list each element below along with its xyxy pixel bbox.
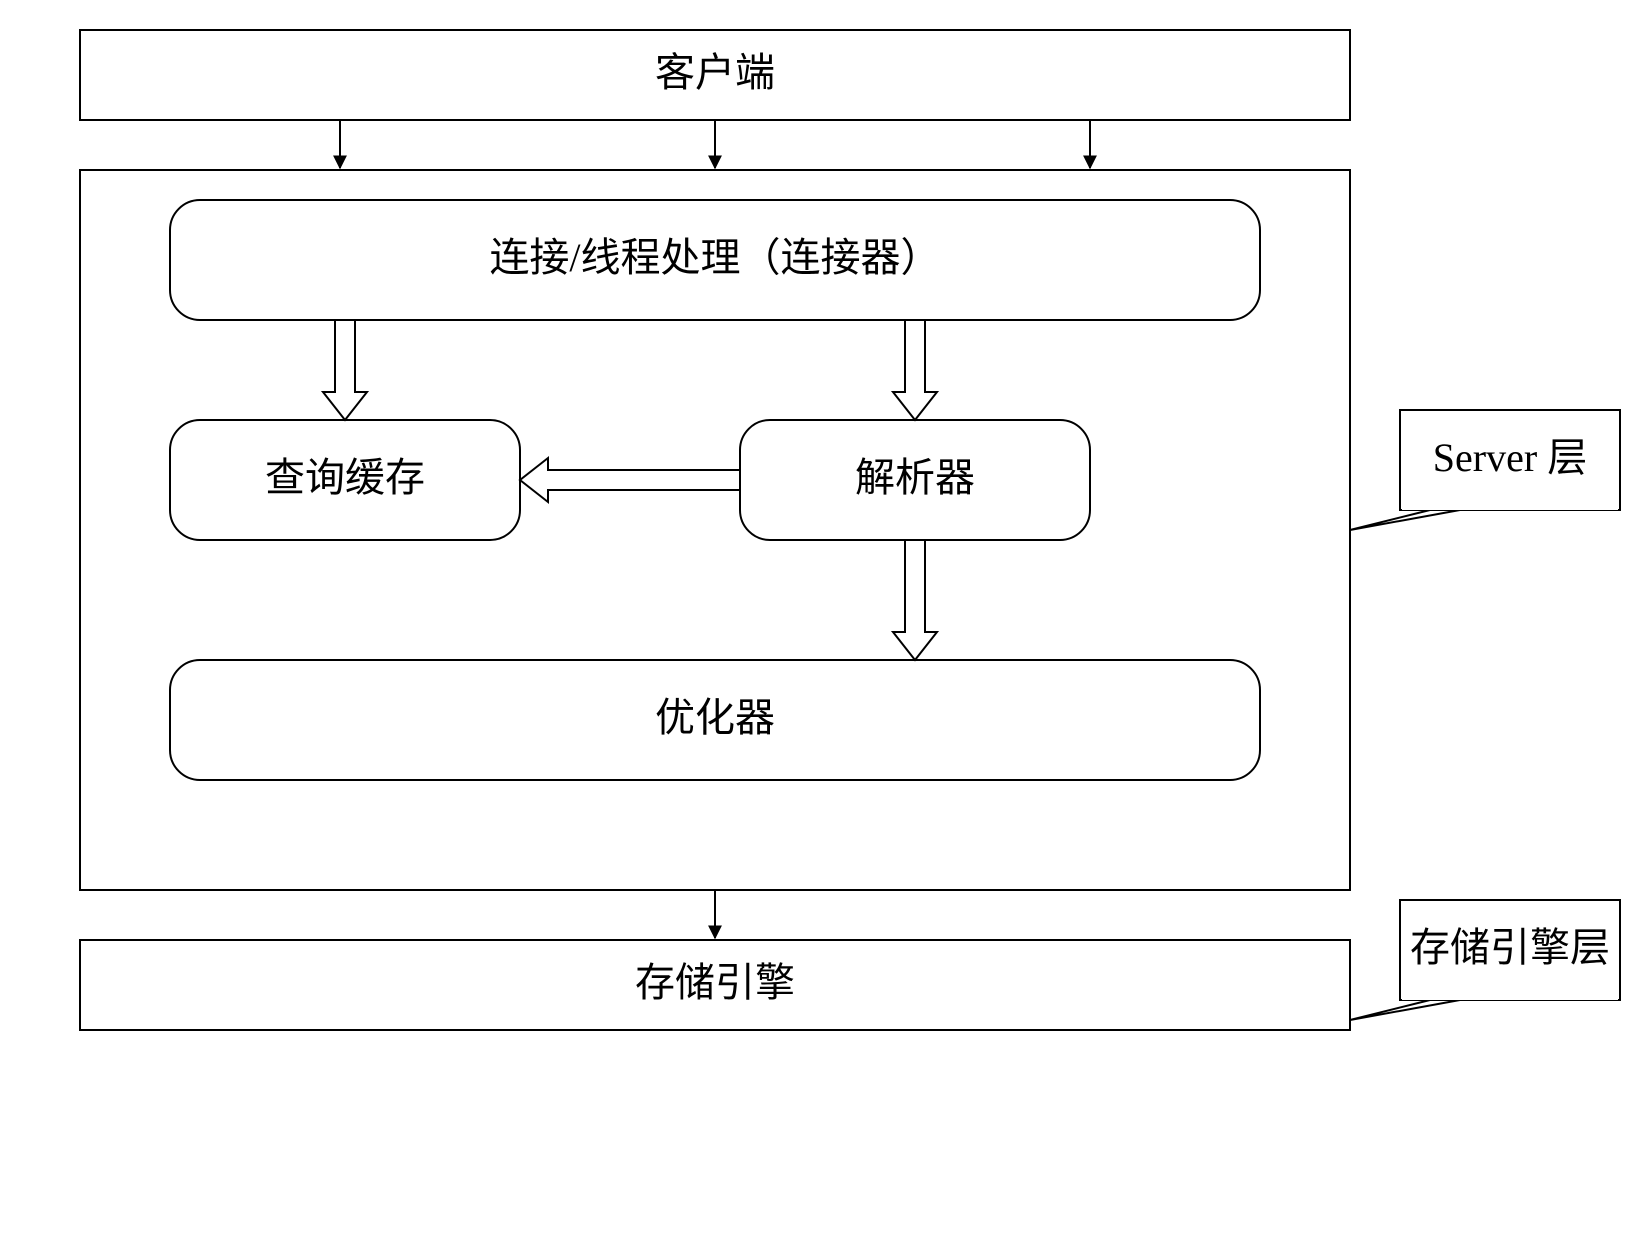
- storage-label: 存储引擎: [635, 960, 795, 1005]
- cache-node: 查询缓存: [170, 420, 520, 540]
- block-arrow-down-0: [323, 320, 367, 420]
- callout-server-tail: [1350, 510, 1460, 530]
- connector-label: 连接/线程处理（连接器）: [489, 235, 940, 280]
- storage-node: 存储引擎: [80, 940, 1350, 1030]
- callout-server-label: Server 层: [1433, 435, 1587, 480]
- optimizer-label: 优化器: [655, 695, 775, 740]
- connector-node: 连接/线程处理（连接器）: [170, 200, 1260, 320]
- cache-label: 查询缓存: [265, 455, 425, 500]
- callout-storage: 存储引擎层: [1350, 900, 1620, 1020]
- client-node: 客户端: [80, 30, 1350, 120]
- callout-storage-label: 存储引擎层: [1410, 925, 1610, 970]
- callout-server: Server 层: [1350, 410, 1620, 530]
- block-arrow-down-1: [893, 320, 937, 420]
- parser-label: 解析器: [855, 455, 975, 500]
- optimizer-node: 优化器: [170, 660, 1260, 780]
- block-arrow-down-2: [893, 540, 937, 660]
- parser-node: 解析器: [740, 420, 1090, 540]
- block-arrow-left-0: [520, 458, 740, 502]
- client-label: 客户端: [655, 50, 775, 95]
- callout-storage-tail: [1350, 1000, 1460, 1020]
